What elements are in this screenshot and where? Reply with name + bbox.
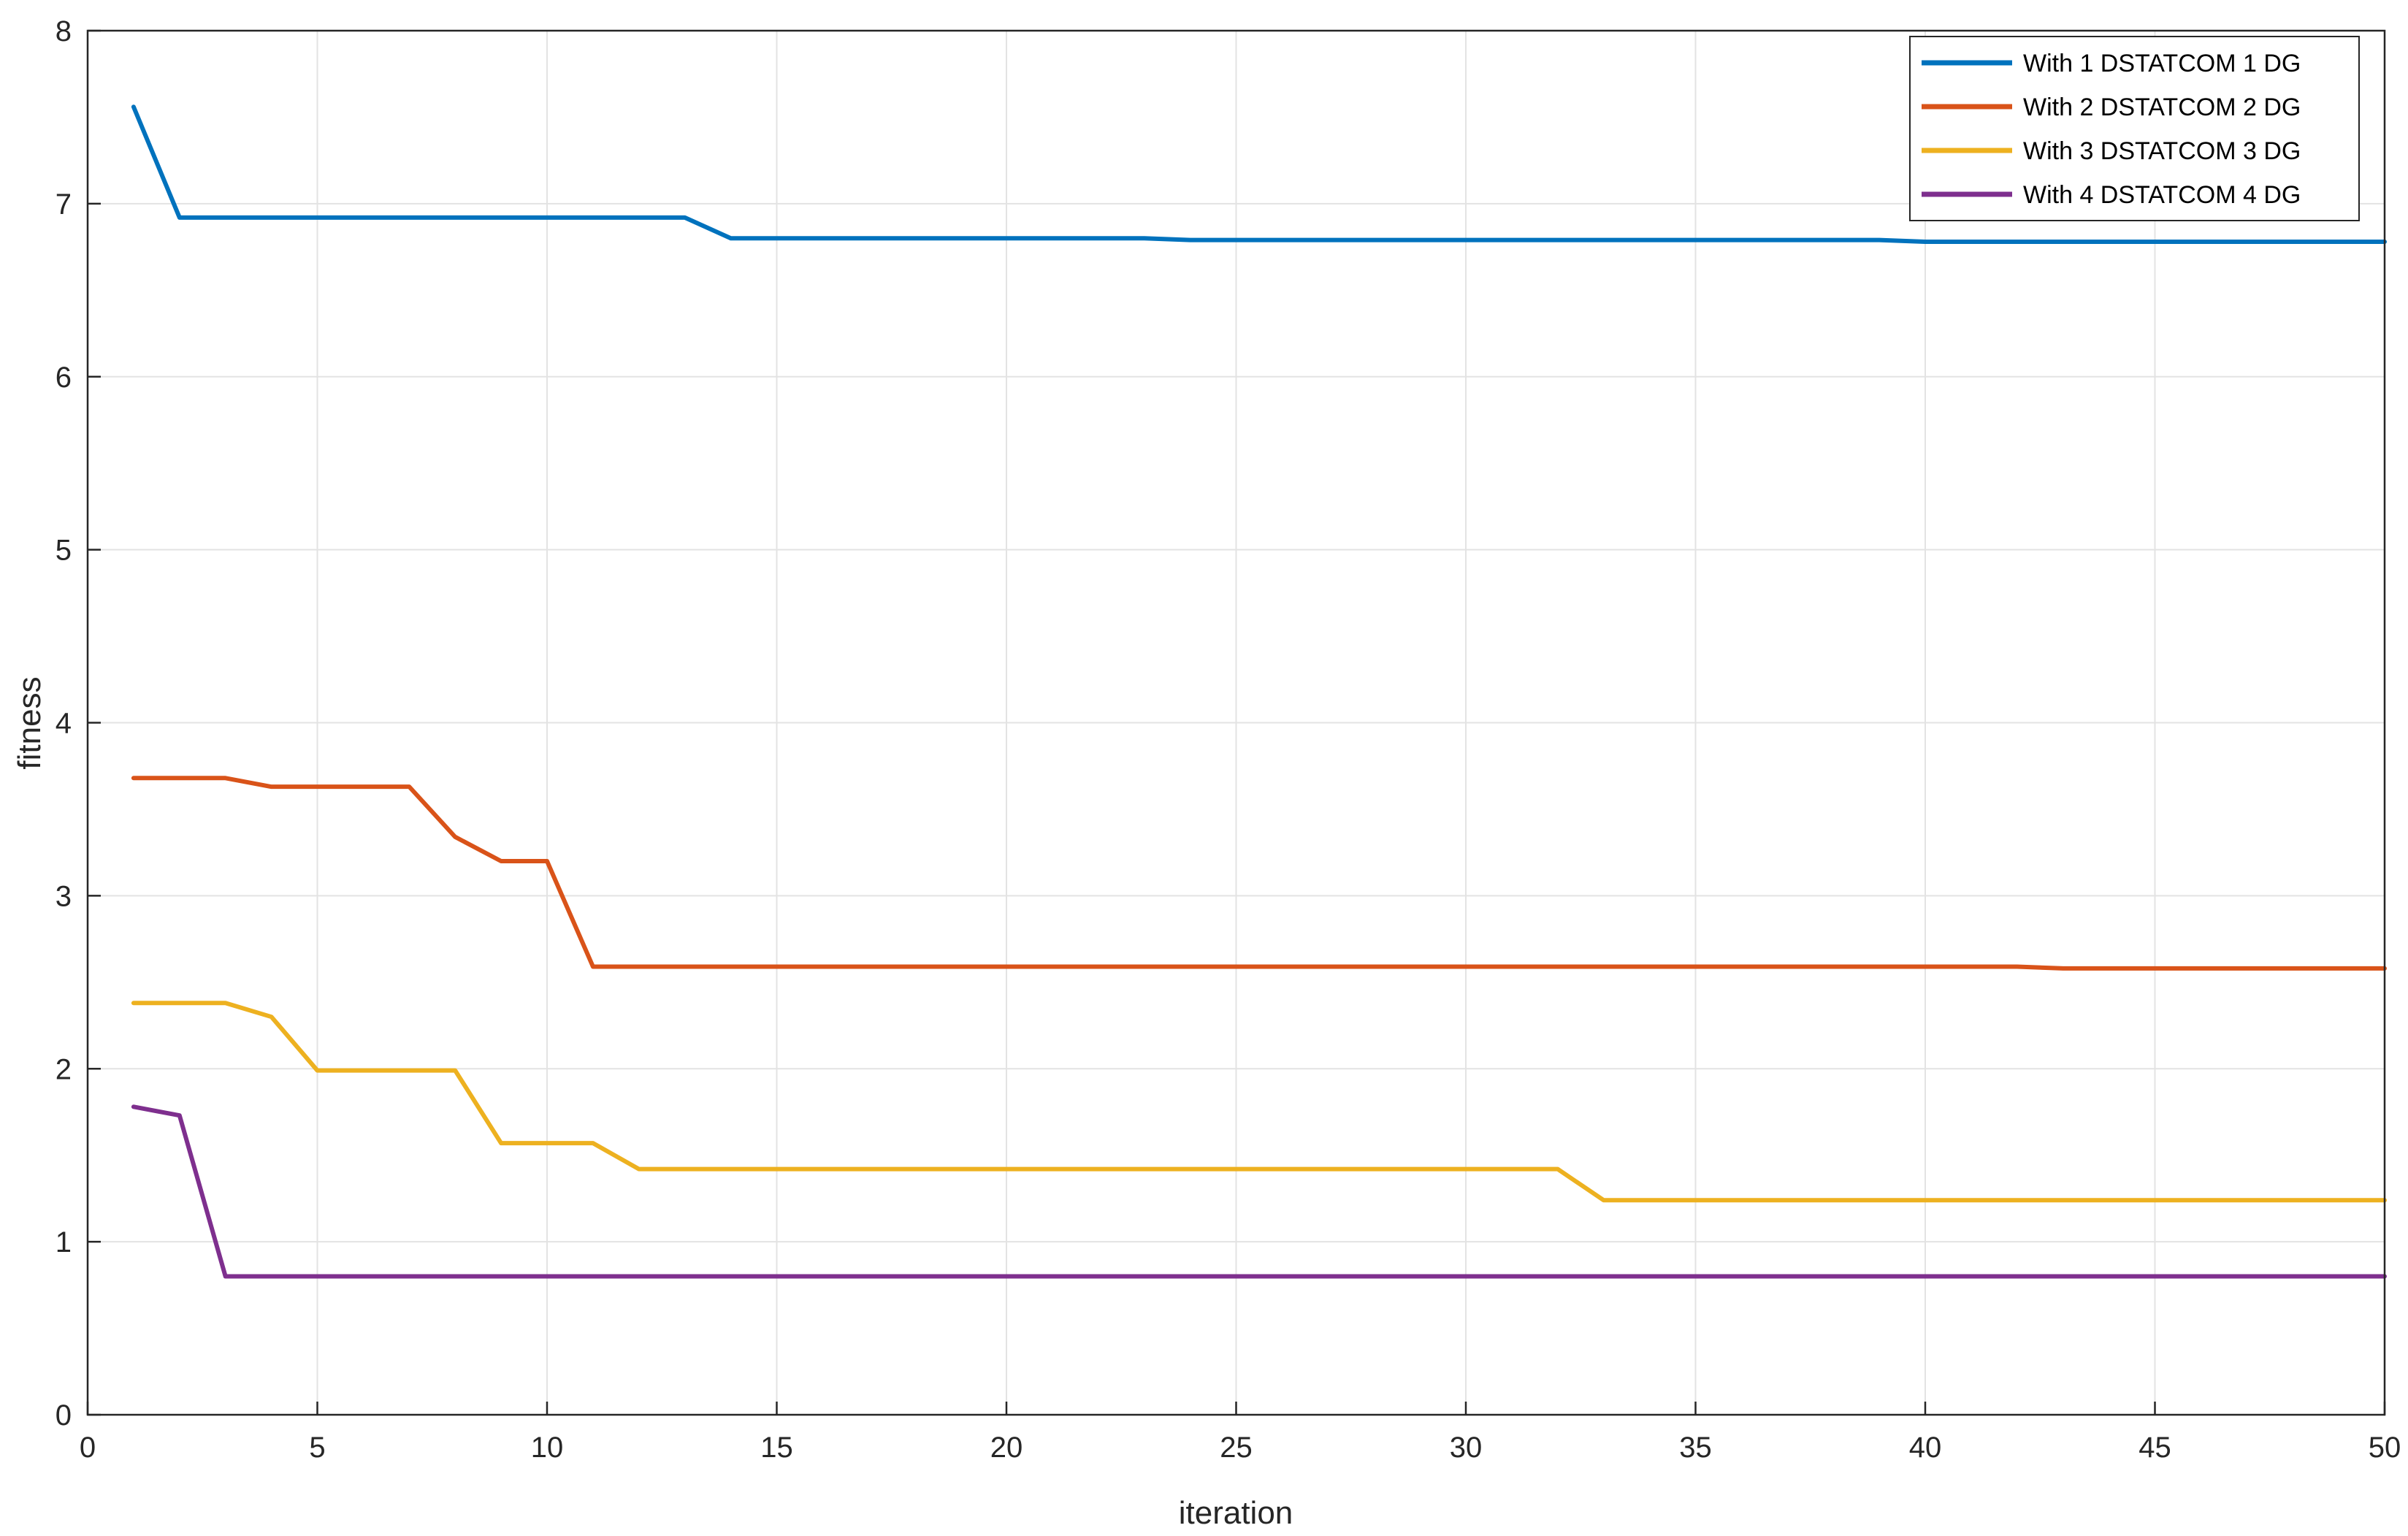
x-tick-label: 5 — [309, 1432, 325, 1464]
legend-entry-4: With 4 DSTATCOM 4 DG — [2023, 181, 2301, 209]
x-tick-label: 15 — [760, 1432, 793, 1464]
x-tick-label: 40 — [1909, 1432, 1942, 1464]
y-tick-label: 2 — [56, 1053, 72, 1085]
y-tick-label: 4 — [56, 708, 72, 740]
series-line-2 — [131, 776, 2387, 971]
legend-entry-3: With 3 DSTATCOM 3 DG — [2023, 137, 2301, 165]
legend-entry-1: With 1 DSTATCOM 1 DG — [2023, 50, 2301, 77]
legend-box — [1909, 36, 2360, 221]
y-tick-label: 8 — [56, 15, 72, 47]
y-tick-label: 7 — [56, 188, 72, 221]
series-line-3 — [131, 1001, 2387, 1203]
x-tick-label: 0 — [80, 1432, 96, 1464]
legend: With 1 DSTATCOM 1 DG With 2 DSTATCOM 2 DG… — [1909, 36, 2360, 221]
series-group — [131, 104, 2387, 1279]
x-tick-label: 45 — [2138, 1432, 2171, 1464]
x-tick-label: 25 — [1220, 1432, 1253, 1464]
x-tick-label: 35 — [1679, 1432, 1712, 1464]
legend-entry-2: With 2 DSTATCOM 2 DG — [2023, 93, 2301, 121]
series-line-1 — [131, 104, 2387, 244]
y-tick-label: 5 — [56, 535, 72, 567]
x-tick-label: 50 — [2369, 1432, 2401, 1464]
x-tick-label: 20 — [990, 1432, 1023, 1464]
x-tick-label: 30 — [1450, 1432, 1483, 1464]
y-tick-label: 0 — [56, 1399, 72, 1432]
y-tick-label: 1 — [56, 1226, 72, 1258]
series-line-4 — [131, 1104, 2387, 1279]
y-tick-label: 3 — [56, 880, 72, 912]
y-axis: 0 1 2 3 4 5 6 7 8 — [56, 15, 101, 1432]
x-axis-label: iteration — [1179, 1495, 1293, 1531]
x-tick-label: 10 — [531, 1432, 564, 1464]
y-axis-label: fitness — [12, 676, 47, 769]
y-tick-label: 6 — [56, 362, 72, 394]
x-axis: 0 5 10 15 20 25 30 35 40 45 50 — [80, 1402, 2401, 1464]
